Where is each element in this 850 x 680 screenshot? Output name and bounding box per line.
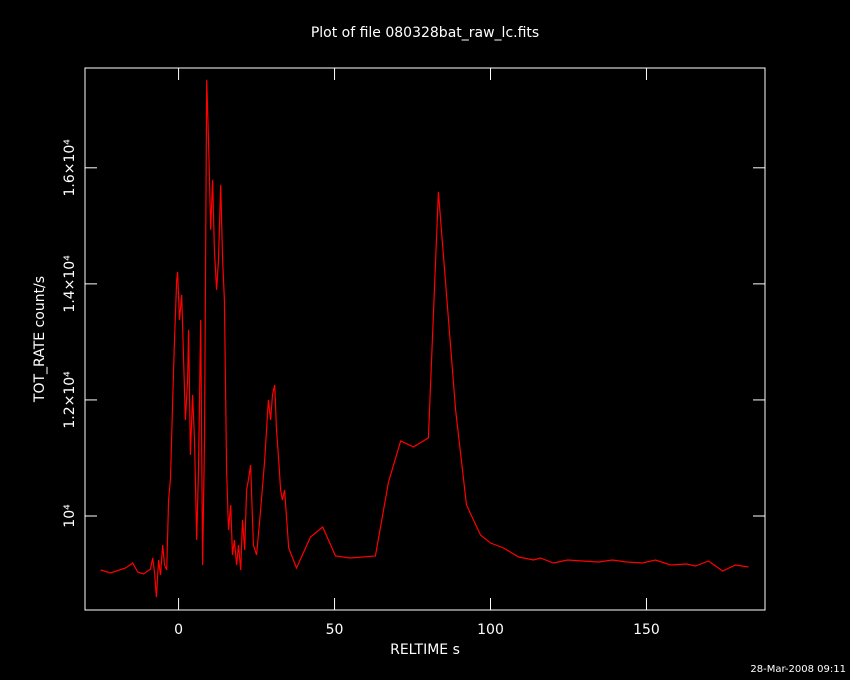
y-tick-label: 10⁴: [62, 504, 78, 528]
chart-title: Plot of file 080328bat_raw_lc.fits: [311, 25, 539, 41]
x-tick-label: 100: [477, 622, 504, 638]
y-tick-label: 1.2×10⁴: [62, 371, 78, 429]
x-tick-label: 50: [326, 622, 344, 638]
y-axis-label: TOT_RATE count/s: [32, 276, 48, 403]
y-tick-label: 1.6×10⁴: [62, 139, 78, 197]
light-curve: [100, 79, 749, 598]
x-tick-label: 0: [174, 622, 183, 638]
timestamp: 28-Mar-2008 09:11: [750, 664, 846, 675]
x-axis-label: RELTIME s: [390, 642, 460, 658]
plot-frame: [84, 67, 766, 611]
x-tick-label: 150: [633, 622, 660, 638]
y-tick-label: 1.4×10⁴: [62, 255, 78, 313]
